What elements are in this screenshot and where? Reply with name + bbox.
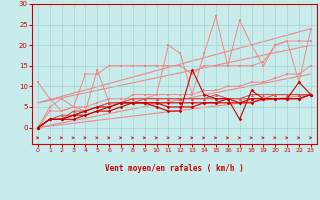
X-axis label: Vent moyen/en rafales ( km/h ): Vent moyen/en rafales ( km/h )	[105, 164, 244, 173]
